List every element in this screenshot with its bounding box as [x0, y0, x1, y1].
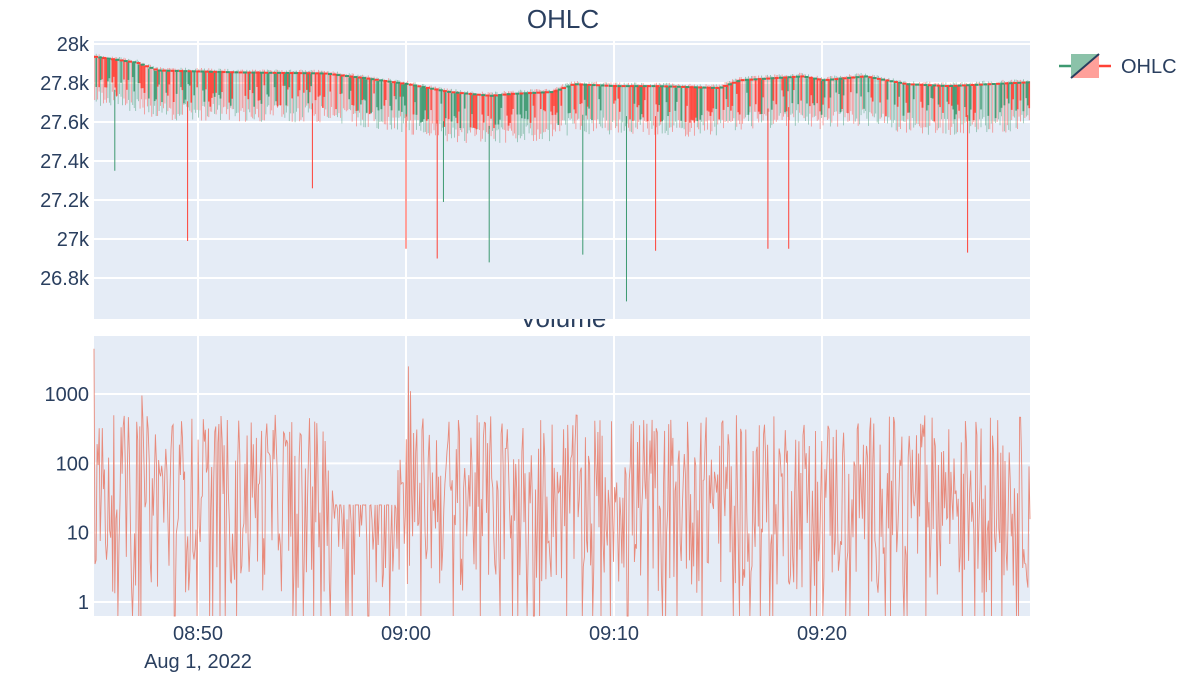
ohlc-horizontal-grid [94, 43, 1030, 279]
ohlc-ytick-label: 27k [57, 229, 90, 251]
x-axis-date-label: Aug 1, 2022 [144, 651, 252, 673]
ohlc-ytick-label: 26.8k [40, 268, 90, 290]
ohlc-ytick-label: 27.4k [40, 151, 90, 173]
ohlc-ytick-label: 27.2k [40, 190, 90, 212]
volume-ytick-label: 10 [67, 523, 89, 545]
ohlc-title: OHLC [527, 4, 599, 34]
legend-diagonal [1070, 53, 1100, 79]
legend[interactable]: OHLC [1059, 53, 1177, 79]
x-tick-label: 09:00 [381, 623, 431, 645]
volume-series [93, 348, 1031, 617]
candlestick-legend-icon [1059, 53, 1111, 79]
x-tick-label: 08:50 [173, 623, 223, 645]
volume-ytick-label: 1 [78, 592, 89, 614]
ohlc-ytick-label: 28k [57, 34, 90, 56]
ohlc-ytick-label: 27.6k [40, 112, 90, 134]
legend-label: OHLC [1121, 56, 1177, 78]
volume-panel: 1 10 100 1000 [45, 336, 1031, 617]
time-x-axis: 08:50 09:00 09:10 09:20 [173, 623, 847, 645]
volume-ytick-label: 1000 [45, 384, 90, 406]
ohlc-y-axis: 26.8k 27k 27.2k 27.4k 27.6k 27.8k 28k [40, 34, 90, 290]
ohlc-ytick-label: 27.8k [40, 73, 90, 95]
volume-line [93, 348, 1031, 617]
x-tick-label: 09:20 [797, 623, 847, 645]
volume-ytick-label: 100 [56, 453, 89, 475]
ohlc-candles [94, 53, 1031, 302]
volume-y-axis: 1 10 100 1000 [45, 384, 90, 614]
ohlc-panel: 26.8k 27k 27.2k 27.4k 27.6k 27.8k 28k [40, 34, 1031, 319]
x-tick-label: 09:10 [589, 623, 639, 645]
